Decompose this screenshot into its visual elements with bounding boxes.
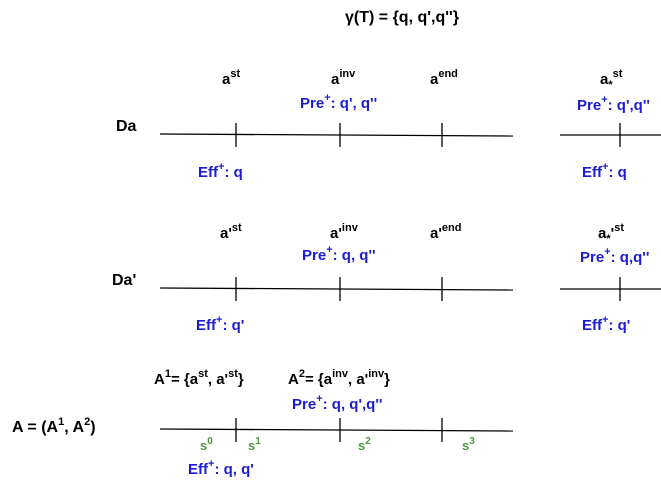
da-row-label: Da xyxy=(116,118,137,135)
da-precondition: Pre+: q', q'' xyxy=(300,92,378,112)
dap-row-label: Da' xyxy=(112,272,137,289)
da-star-effect: Eff+: q xyxy=(582,161,627,181)
da-timeline xyxy=(159,133,514,137)
state-s2: s2 xyxy=(358,436,371,453)
state-s0: s0 xyxy=(200,436,213,453)
dap-star-effect: Eff+: q' xyxy=(582,314,631,334)
a1-set-label: A1= {ast, a'st} xyxy=(154,368,244,388)
dap-aend-label: a'end xyxy=(430,222,462,242)
dap-ast-label: a'st xyxy=(220,222,242,242)
a-timeline xyxy=(159,428,514,432)
state-s1: s1 xyxy=(248,436,261,453)
state-s3: s3 xyxy=(462,436,475,453)
dap-ainv-label: a'inv xyxy=(330,222,358,242)
gamma-title: γ(T) = {q, q',q''} xyxy=(345,9,460,26)
da-ainv-label: ainv xyxy=(331,68,356,88)
a-row-label: A = (A1, A2) xyxy=(12,416,96,436)
a2-set-label: A2= {ainv, a'inv} xyxy=(288,368,390,388)
dap-star-precondition: Pre+: q,q'' xyxy=(580,246,650,266)
da-astar-label: a*st xyxy=(600,68,623,91)
dap-precondition: Pre+: q, q'' xyxy=(302,244,376,264)
a-precondition: Pre+: q, q',q'' xyxy=(292,393,383,413)
da-effect: Eff+: q xyxy=(198,161,243,181)
dap-astar-label: a*'st xyxy=(598,222,624,245)
da-aend-label: aend xyxy=(430,68,458,88)
a-effect: Eff+: q, q' xyxy=(188,458,254,478)
da-star-precondition: Pre+: q',q'' xyxy=(577,94,650,114)
da-ast-label: ast xyxy=(222,68,241,88)
dap-timeline xyxy=(159,287,514,291)
dap-effect: Eff+: q' xyxy=(196,314,245,334)
